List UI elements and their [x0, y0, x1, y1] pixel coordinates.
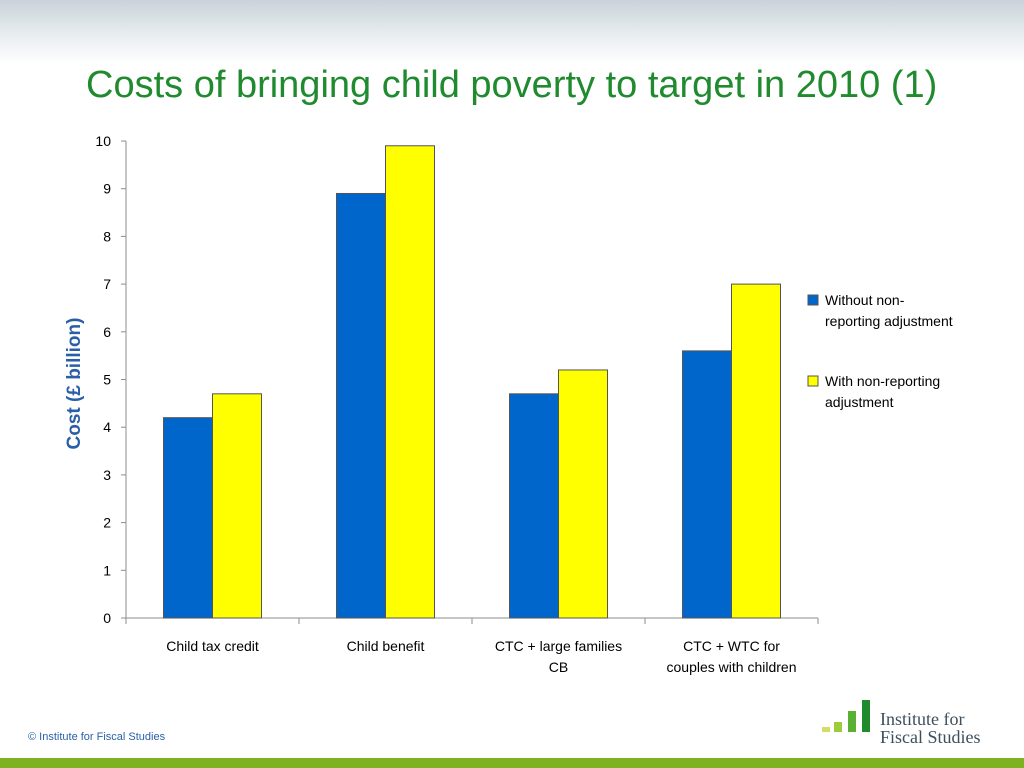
y-tick-label: 9	[103, 181, 111, 197]
legend-swatch	[807, 294, 819, 306]
legend-swatch	[807, 375, 819, 387]
bar	[558, 369, 608, 619]
bar	[212, 393, 262, 619]
bar	[509, 393, 559, 619]
x-tick-label: CB	[549, 659, 568, 675]
y-tick-label: 5	[103, 372, 111, 388]
y-tick-label: 4	[103, 419, 111, 435]
legend-label: With non-reporting	[825, 373, 940, 389]
bar	[163, 417, 213, 619]
logo-line-1: Institute for	[880, 709, 965, 729]
y-axis-title: Cost (£ billion)	[64, 318, 85, 450]
logo-wordmark: Institute for Fiscal Studies	[880, 710, 981, 746]
y-tick-label: 10	[95, 133, 111, 149]
y-tick-label: 1	[103, 562, 111, 578]
bar	[385, 145, 435, 619]
logo-bars-icon	[820, 696, 876, 736]
footer-accent-line	[0, 758, 1024, 768]
ifs-logo: Institute for Fiscal Studies	[820, 696, 1010, 754]
y-tick-label: 3	[103, 467, 111, 483]
x-tick-label: Child benefit	[347, 638, 425, 654]
legend-label: adjustment	[825, 394, 894, 410]
logo-line-2: Fiscal Studies	[880, 727, 981, 747]
legend-label: reporting adjustment	[825, 313, 953, 329]
legend-label: Without non-	[825, 292, 905, 308]
footer-copyright: © Institute for Fiscal Studies	[28, 731, 166, 743]
x-tick-label: couples with children	[667, 659, 797, 675]
y-tick-label: 7	[103, 276, 111, 292]
y-tick-label: 8	[103, 228, 111, 244]
x-tick-label: CTC + large families	[495, 638, 622, 654]
x-tick-label: Child tax credit	[166, 638, 259, 654]
header-band	[0, 0, 1024, 64]
slide-title: Costs of bringing child poverty to targe…	[86, 64, 938, 106]
y-tick-label: 2	[103, 515, 111, 531]
y-tick-label: 6	[103, 324, 111, 340]
y-tick-label: 0	[103, 610, 111, 626]
bar-chart: 0 1 2 3 4 5 6 7 8 9 10 Cost (£ billion) Child tax cr…	[64, 133, 953, 675]
bar	[731, 283, 781, 619]
x-tick-label: CTC + WTC for	[683, 638, 780, 654]
bar	[682, 350, 732, 619]
bar	[336, 192, 386, 619]
